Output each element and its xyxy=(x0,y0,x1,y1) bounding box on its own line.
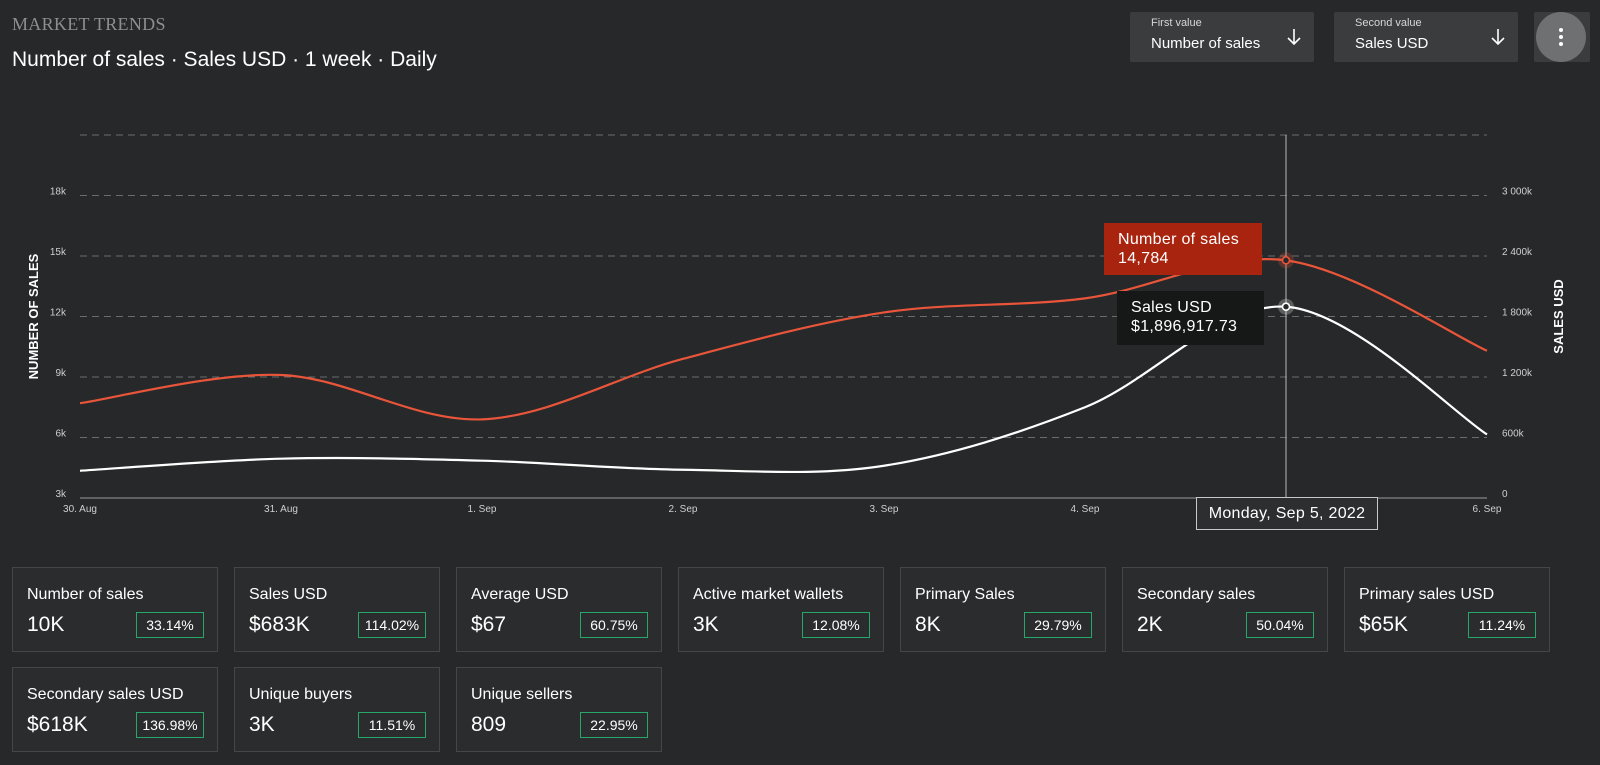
first-value-value: Number of sales xyxy=(1151,35,1261,52)
left-tick-label: 12k xyxy=(50,308,67,319)
left-tick-label: 15k xyxy=(50,247,67,258)
stat-change-badge: 11.51% xyxy=(358,712,426,738)
x-tick-label: 6. Sep xyxy=(1473,504,1502,515)
stat-card: Secondary sales USD $618K 136.98% xyxy=(12,667,218,752)
right-axis-label: SALES USD xyxy=(1551,279,1566,353)
stat-change-badge: 33.14% xyxy=(136,612,204,638)
right-tick-label: 600k xyxy=(1502,429,1525,440)
tooltip-sales-value: 14,784 xyxy=(1118,250,1169,267)
first-value-label: First value xyxy=(1151,17,1202,29)
right-tick-label: 2 400k xyxy=(1502,247,1533,258)
more-options-container xyxy=(1534,12,1590,62)
stat-change-badge: 22.95% xyxy=(580,712,648,738)
stat-value: $683K xyxy=(249,613,310,636)
stat-value: 8K xyxy=(915,613,941,636)
x-tick-label: 31. Aug xyxy=(264,504,298,515)
stat-card: Active market wallets 3K 12.08% xyxy=(678,567,884,652)
brand-title: MARKET TRENDS xyxy=(12,14,166,34)
stat-title: Secondary sales xyxy=(1137,586,1256,603)
hover-point xyxy=(1281,302,1291,312)
page-subtitle: Number of sales · Sales USD · 1 week · D… xyxy=(12,48,437,71)
stat-value: 2K xyxy=(1137,613,1163,636)
right-axis-ticks: 0 600k 1 200k 1 800k 2 400k 3 000k xyxy=(1502,187,1533,501)
stat-card: Unique sellers 809 22.95% xyxy=(456,667,662,752)
x-tick-label: 2. Sep xyxy=(669,504,698,515)
stat-value: 3K xyxy=(249,713,275,736)
x-tick-label: 30. Aug xyxy=(63,504,97,515)
tooltip-usd-value: $1,896,917.73 xyxy=(1131,318,1238,335)
more-options-button[interactable] xyxy=(1536,12,1586,62)
chart-grid xyxy=(80,134,1487,438)
stat-title: Sales USD xyxy=(249,586,328,603)
left-tick-label: 3k xyxy=(55,489,67,500)
stat-value: $65K xyxy=(1359,613,1409,636)
stat-value: $618K xyxy=(27,713,88,736)
stat-change-badge: 29.79% xyxy=(1024,612,1092,638)
stat-card: Sales USD $683K 114.02% xyxy=(234,567,440,652)
right-tick-label: 1 800k xyxy=(1502,308,1533,319)
stat-change-badge: 60.75% xyxy=(580,612,648,638)
x-axis-ticks: 30. Aug 31. Aug 1. Sep 2. Sep 3. Sep 4. Sep 6.… xyxy=(63,504,1502,515)
tooltip-sales-usd: Sales USD $1,896,917.73 xyxy=(1117,291,1264,345)
tooltip-number-of-sales: Number of sales 14,784 xyxy=(1104,223,1262,275)
sales-usd-line xyxy=(79,305,1488,474)
stat-title: Primary sales USD xyxy=(1359,586,1495,603)
stat-title: Secondary sales USD xyxy=(27,686,184,703)
arrow-down-icon xyxy=(1491,29,1505,46)
hover-points xyxy=(1278,252,1294,315)
stat-title: Unique buyers xyxy=(249,686,353,703)
stat-change-badge: 11.24% xyxy=(1468,612,1536,638)
tooltip-sales-title: Number of sales xyxy=(1118,231,1239,248)
x-tick-label: 4. Sep xyxy=(1071,504,1100,515)
tooltip-usd-title: Sales USD xyxy=(1131,299,1212,316)
stat-card: Average USD $67 60.75% xyxy=(456,567,662,652)
stat-title: Active market wallets xyxy=(693,586,844,603)
market-trends-chart: 3k 6k 9k 12k 15k 18k 0 600k 1 200k 1 800k 2 400k 3… xyxy=(26,134,1566,515)
hover-point xyxy=(1281,256,1291,265)
second-value-select[interactable]: Second value Sales USD xyxy=(1334,12,1518,62)
stat-title: Average USD xyxy=(471,586,569,603)
stat-value: $67 xyxy=(471,613,507,636)
x-tick-label: 3. Sep xyxy=(870,504,899,515)
x-tick-label: 1. Sep xyxy=(468,504,497,515)
stat-change-badge: 114.02% xyxy=(358,612,426,638)
stat-title: Number of sales xyxy=(27,586,144,603)
stat-change-badge: 136.98% xyxy=(136,712,204,738)
hover-date-label: Monday, Sep 5, 2022 xyxy=(1196,497,1378,530)
stat-card: Secondary sales 2K 50.04% xyxy=(1122,567,1328,652)
right-tick-label: 1 200k xyxy=(1502,368,1533,379)
stat-card: Primary sales USD $65K 11.24% xyxy=(1344,567,1550,652)
stat-value: 3K xyxy=(693,613,719,636)
stat-card: Primary Sales 8K 29.79% xyxy=(900,567,1106,652)
stat-value: 809 xyxy=(471,713,507,736)
left-tick-label: 18k xyxy=(50,187,67,198)
left-tick-label: 6k xyxy=(55,429,67,440)
arrow-down-icon xyxy=(1287,29,1301,46)
stat-change-badge: 50.04% xyxy=(1246,612,1314,638)
second-value-value: Sales USD xyxy=(1355,35,1429,52)
right-tick-label: 3 000k xyxy=(1502,187,1533,198)
stat-card: Unique buyers 3K 11.51% xyxy=(234,667,440,752)
left-axis-ticks: 3k 6k 9k 12k 15k 18k xyxy=(50,187,67,501)
stat-change-badge: 12.08% xyxy=(802,612,870,638)
number-of-sales-line xyxy=(79,258,1488,421)
chart-series xyxy=(79,258,1488,474)
stat-card: Number of sales 10K 33.14% xyxy=(12,567,218,652)
stat-title: Unique sellers xyxy=(471,686,573,703)
left-axis-label: NUMBER OF SALES xyxy=(26,253,41,379)
stat-title: Primary Sales xyxy=(915,586,1015,603)
stat-value: 10K xyxy=(27,613,65,636)
first-value-select[interactable]: First value Number of sales xyxy=(1130,12,1314,62)
right-tick-label: 0 xyxy=(1502,489,1508,500)
second-value-label: Second value xyxy=(1355,17,1422,29)
left-tick-label: 9k xyxy=(55,368,67,379)
